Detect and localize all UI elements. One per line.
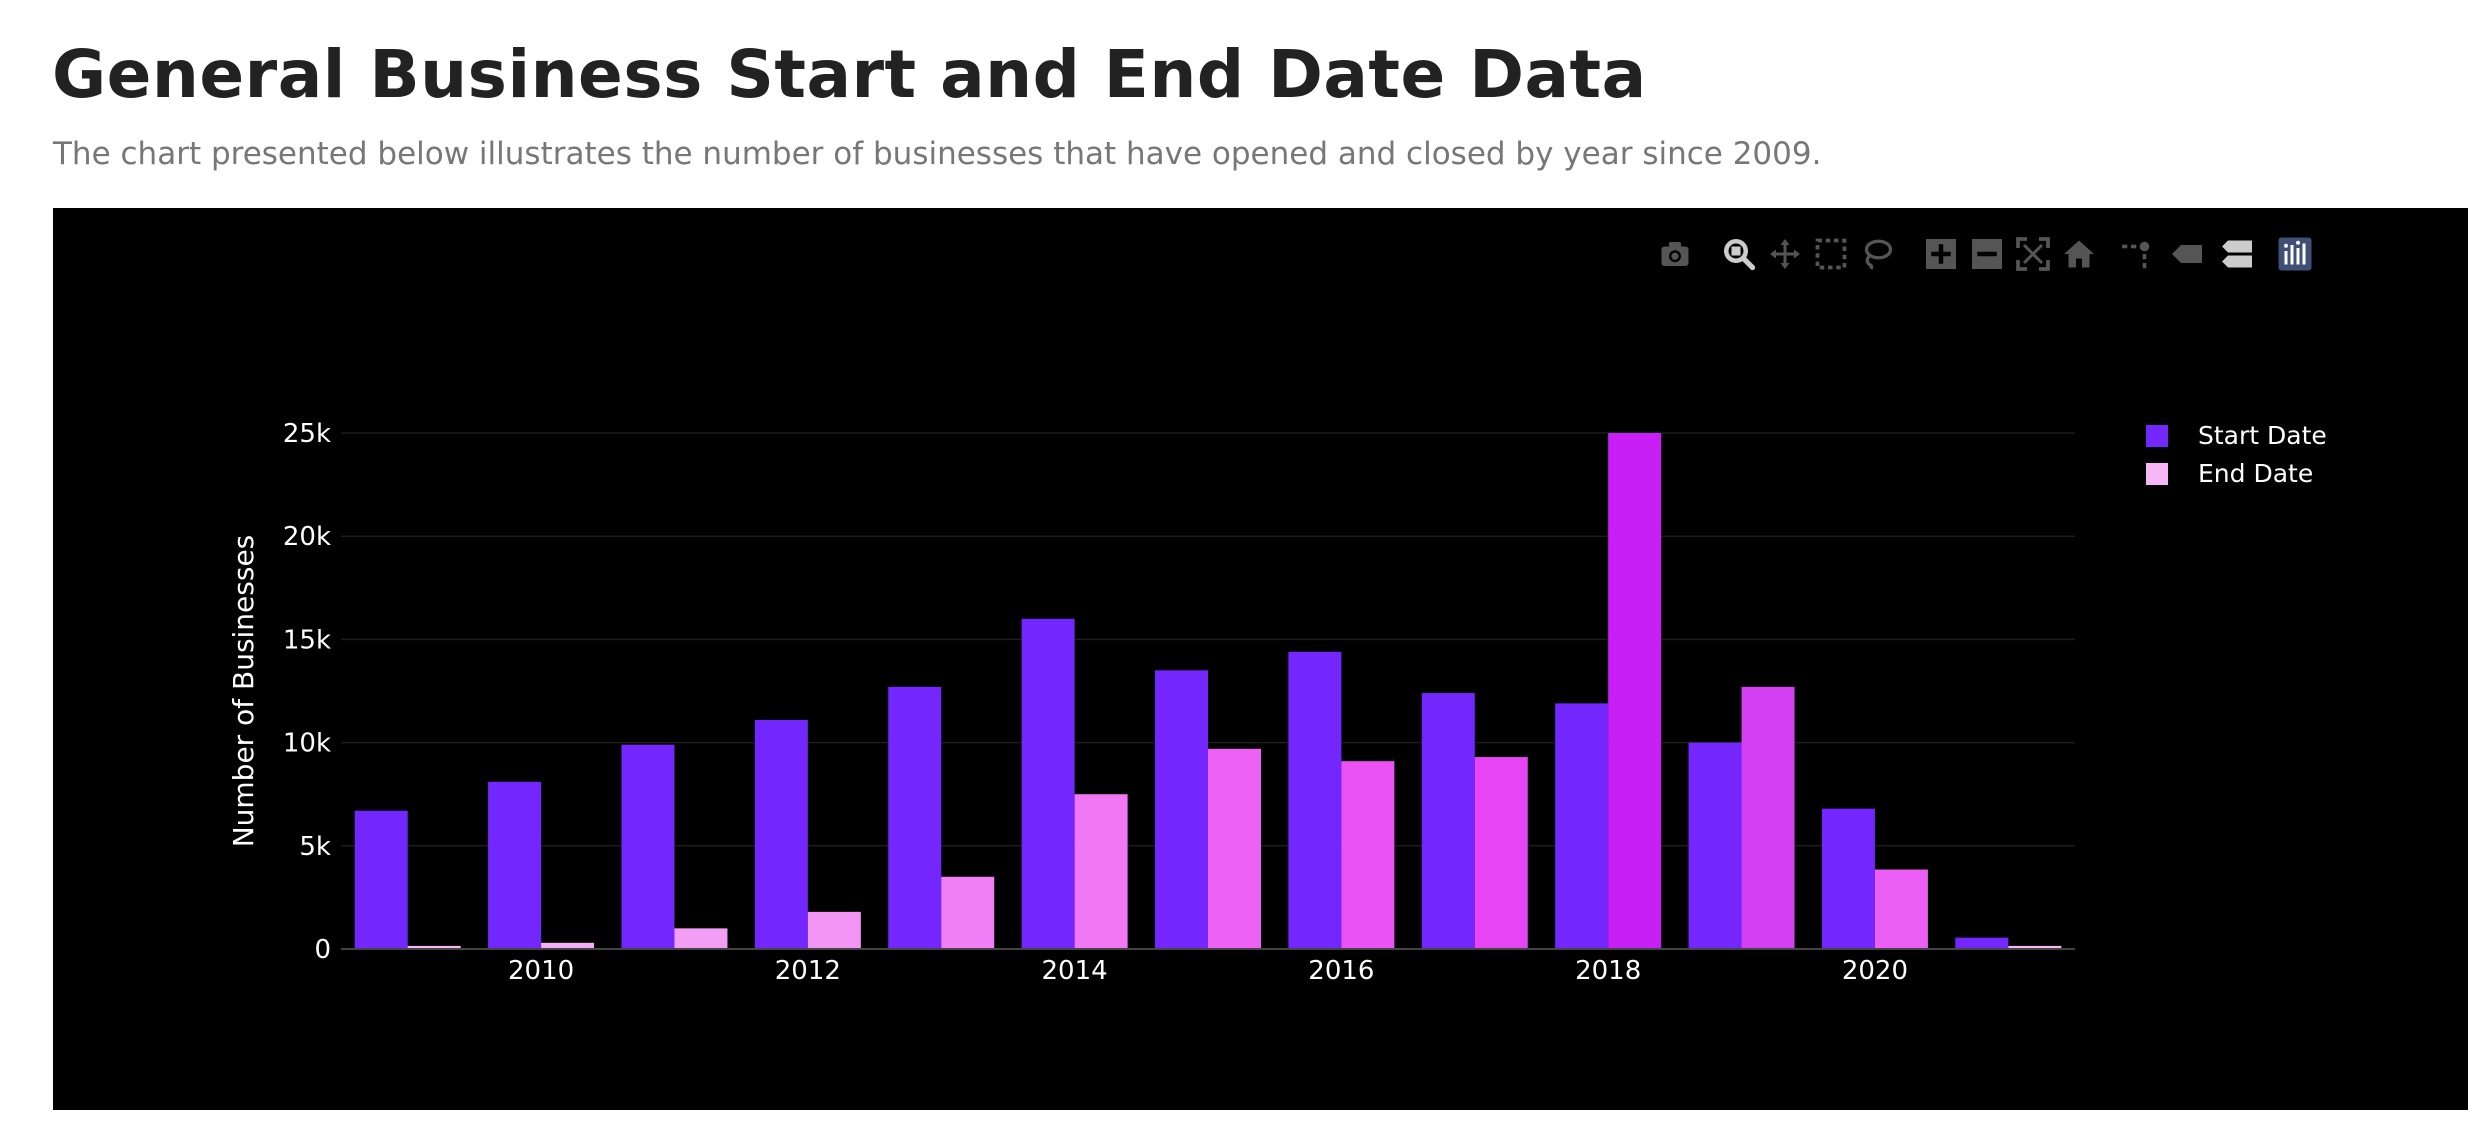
bar-start-date-2010 (488, 781, 542, 949)
autoscale-icon[interactable] (2011, 230, 2055, 278)
legend-label-end-date: End Date (2198, 459, 2313, 488)
bar-end-date-2013 (941, 876, 995, 949)
bar-end-date-2014 (1074, 794, 1128, 949)
zoom-icon[interactable] (1717, 230, 1761, 278)
lasso-select-icon[interactable] (1855, 230, 1899, 278)
page-subtitle: The chart presented below illustrates th… (53, 136, 1822, 172)
bar-start-date-2016 (1288, 651, 1342, 949)
bar-start-date-2019 (1688, 742, 1742, 949)
reset-axes-icon[interactable] (2057, 230, 2101, 278)
bar-start-date-2018 (1555, 703, 1609, 949)
bar-start-date-2020 (1821, 808, 1875, 949)
y-axis-title: Number of Businesses (227, 535, 260, 848)
x-tick-label: 2016 (1308, 956, 1374, 986)
plotly-logo-icon[interactable] (2273, 230, 2317, 278)
y-tick-label: 15k (283, 625, 331, 655)
bar-end-date-2009 (407, 945, 461, 949)
bar-start-date-2015 (1155, 670, 1208, 949)
hover-closest-icon[interactable] (2165, 230, 2209, 278)
bar-start-date-2011 (621, 744, 675, 949)
bar-start-date-2012 (754, 719, 808, 949)
bar-end-date-2021 (2008, 945, 2062, 949)
x-tick-label: 2018 (1575, 956, 1641, 986)
legend-label-start-date: Start Date (2198, 421, 2327, 450)
chart-panel[interactable]: 0 5k 10k 15k 20k 25k 2010 2012 2014 2016 2018 2020 N… (53, 208, 2468, 1110)
bar-end-date-2015 (1208, 748, 1261, 949)
x-tick-label: 2012 (775, 956, 841, 986)
x-tick-label: 2020 (1842, 956, 1908, 986)
bar-end-date-2017 (1474, 757, 1528, 949)
box-select-icon[interactable] (1809, 230, 1853, 278)
zoom-in-icon[interactable] (1919, 230, 1963, 278)
bar-end-date-2011 (674, 928, 728, 949)
bar-chart[interactable]: 0 5k 10k 15k 20k 25k 2010 2012 2014 2016 2018 2020 N… (53, 208, 2468, 1110)
y-tick-label: 0 (314, 935, 331, 965)
camera-icon[interactable] (1653, 230, 1697, 278)
legend-swatch-start-date (2146, 425, 2168, 447)
bar-end-date-2018 (1608, 433, 1662, 949)
legend-swatch-end-date (2146, 463, 2168, 485)
page-title: General Business Start and End Date Data (52, 36, 1647, 113)
bar-end-date-2020 (1874, 869, 1928, 949)
spike-lines-icon[interactable] (2115, 230, 2159, 278)
hover-compare-icon[interactable] (2215, 230, 2259, 278)
zoom-out-icon[interactable] (1965, 230, 2009, 278)
pan-icon[interactable] (1763, 230, 1807, 278)
bar-start-date-2013 (888, 686, 942, 949)
bar-end-date-2016 (1341, 761, 1395, 949)
y-tick-label: 10k (283, 729, 331, 759)
bar-start-date-2017 (1421, 693, 1475, 949)
bar-end-date-2012 (807, 911, 861, 949)
x-tick-label: 2010 (508, 956, 574, 986)
bar-end-date-2010 (541, 942, 595, 949)
y-tick-label: 25k (283, 419, 331, 449)
x-tick-label: 2014 (1042, 956, 1108, 986)
bar-end-date-2019 (1741, 686, 1795, 949)
bar-start-date-2021 (1955, 937, 2009, 949)
bar-start-date-2009 (354, 810, 408, 949)
bar-start-date-2014 (1021, 618, 1075, 949)
y-tick-label: 5k (299, 832, 331, 862)
y-tick-label: 20k (283, 522, 331, 552)
